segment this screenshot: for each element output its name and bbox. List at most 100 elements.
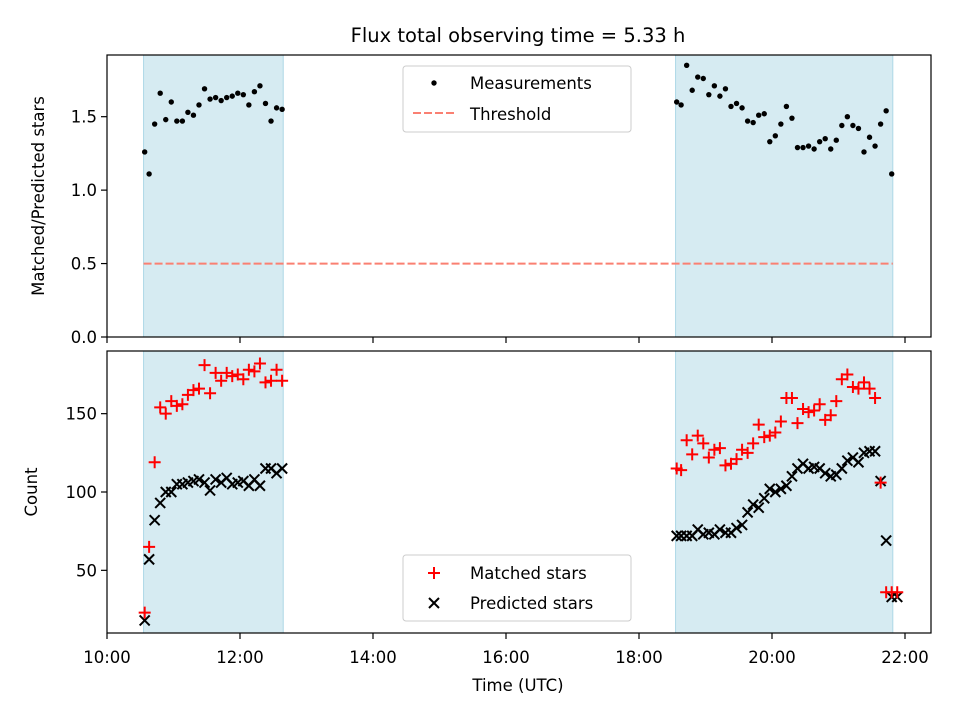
chart-title: Flux total observing time = 5.33 h: [351, 24, 686, 47]
bottom-legend-box: [402, 554, 632, 622]
measurement-point: [246, 102, 252, 108]
measurement-point: [212, 94, 219, 101]
measurement-point: [678, 102, 684, 108]
measurement-point: [240, 91, 247, 98]
matched-star-point: [874, 476, 887, 489]
measurement-point: [673, 99, 680, 105]
matched-star-point: [270, 363, 283, 376]
predicted-star-point: [165, 486, 177, 498]
top-legend-box: [402, 65, 632, 133]
matched-star-point: [802, 406, 815, 419]
measurement-point: [257, 83, 263, 89]
measurement-point: [761, 111, 767, 117]
matched-star-point: [237, 373, 250, 386]
bottom-y-tick-label: 50: [76, 561, 97, 580]
x-tick-label: 22:00: [881, 648, 929, 667]
measurement-point: [828, 146, 834, 152]
matched-star-point: [747, 437, 760, 450]
bottom-legend: Matched stars Predicted stars: [402, 554, 632, 622]
matched-star-point: [769, 426, 782, 439]
predicted-star-point: [209, 473, 222, 486]
legend-label-predicted: Predicted stars: [470, 594, 593, 613]
predicted-star-point: [869, 445, 881, 457]
bottom-y-axis-label: Count: [22, 467, 41, 517]
measurement-point: [141, 149, 148, 155]
matched-star-point: [143, 540, 156, 553]
measurement-point: [235, 90, 241, 96]
legend-label-matched: Matched stars: [470, 564, 587, 583]
measurement-point: [772, 133, 779, 139]
matched-star-point: [680, 434, 693, 447]
matched-star-point: [857, 376, 870, 389]
measurement-point: [218, 97, 224, 104]
measurement-point: [883, 108, 889, 114]
top-y-axis-label: Matched/Predicted stars: [29, 96, 48, 296]
matched-star-point: [198, 359, 211, 372]
matched-star-point: [675, 464, 688, 477]
matched-star-point: [159, 407, 172, 420]
bottom-y-tick-label: 150: [66, 405, 98, 424]
x-tick-label: 12:00: [216, 648, 264, 667]
matched-star-point: [846, 381, 859, 394]
measurement-point: [811, 146, 817, 152]
bottom-y-axis: 50 100 150: [66, 405, 107, 580]
measurement-point: [163, 116, 169, 123]
predicted-star-point: [276, 462, 288, 475]
measurement-point: [717, 93, 723, 99]
measurement-point: [695, 74, 701, 80]
measurement-point: [750, 119, 756, 126]
matched-star-point: [708, 443, 721, 456]
matched-star-point: [276, 374, 289, 387]
predicted-star-point: [780, 480, 793, 492]
x-axis-label: Time (UTC): [471, 676, 563, 695]
predicted-star-point: [154, 497, 166, 509]
matched-star-point: [824, 409, 837, 422]
predicted-star-point: [736, 519, 748, 531]
measurement-point: [157, 90, 163, 96]
top-shaded-spans: [143, 54, 894, 338]
measurement-point: [800, 144, 806, 151]
measurement-point: [855, 125, 862, 132]
predicted-star-point: [852, 456, 865, 468]
measurement-point: [196, 102, 202, 108]
measurement-point: [146, 171, 152, 177]
predicted-star-point: [670, 530, 683, 542]
predicted-star-point: [254, 480, 266, 492]
measurement-point: [190, 112, 197, 118]
matched-star-point: [741, 446, 754, 459]
matched-star-point: [691, 429, 704, 442]
measurement-point: [733, 100, 740, 107]
measurement-point: [728, 103, 734, 110]
predicted-star-point: [148, 514, 161, 526]
matched-star-point: [204, 387, 217, 400]
measurement-point: [872, 143, 878, 149]
matched-star-point: [869, 392, 882, 404]
measurement-point: [866, 134, 873, 140]
x-tick-label: 20:00: [748, 648, 796, 667]
measurement-point: [794, 144, 801, 151]
stars-layer: [138, 357, 904, 627]
matched-star-point: [265, 374, 278, 387]
measurement-point: [179, 118, 186, 124]
measurement-point: [268, 118, 274, 124]
measurement-point: [207, 96, 213, 102]
top-legend: Measurements Threshold: [402, 65, 632, 133]
predicted-star-point: [193, 473, 205, 486]
matched-star-point: [253, 357, 266, 370]
measurement-point: [683, 62, 690, 68]
matched-star-point: [138, 606, 151, 619]
measurement-point: [262, 100, 269, 107]
matched-star-point: [713, 442, 726, 455]
top-axes-frame: [106, 54, 932, 338]
top-y-tick-label: 1.0: [71, 181, 97, 200]
top-y-tick-label: 0.5: [71, 255, 97, 274]
measurement-point: [889, 171, 895, 177]
top-panel: 0.0 0.5 1.0 1.5 Matched/Predicted stars Mea…: [29, 54, 932, 347]
bottom-panel: 50 100 150 10:00 12:00 14:00 16:00 18:00 20:00 2…: [22, 350, 932, 695]
matched-star-point: [215, 374, 228, 387]
measurement-point: [168, 99, 174, 105]
legend-marker-matched: [428, 567, 440, 579]
matched-star-point: [170, 399, 183, 412]
matched-star-point: [830, 395, 843, 408]
predicted-star-point: [747, 498, 759, 511]
